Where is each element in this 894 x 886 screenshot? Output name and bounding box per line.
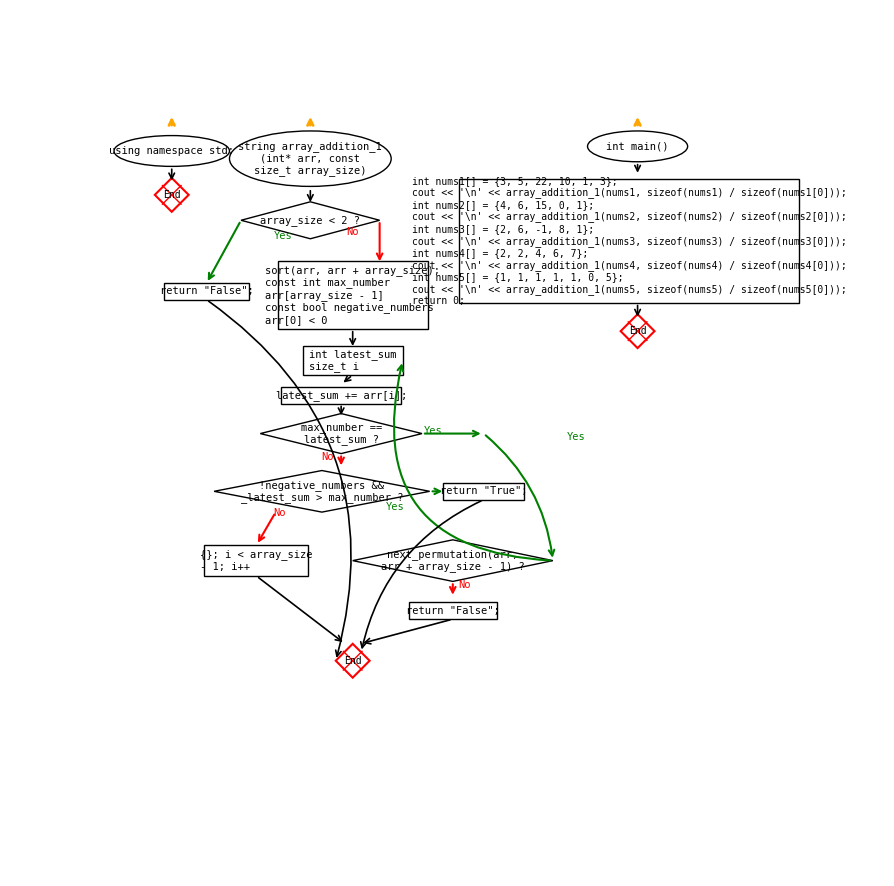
Text: max_number ==
latest_sum ?: max_number == latest_sum ?	[300, 422, 382, 446]
Text: Yes: Yes	[567, 432, 586, 442]
Text: {}; i < array_size
- 1; i++: {}; i < array_size - 1; i++	[200, 549, 313, 571]
Polygon shape	[620, 315, 654, 348]
FancyBboxPatch shape	[278, 261, 427, 329]
Text: return "True";: return "True";	[440, 486, 527, 496]
Text: Yes: Yes	[424, 426, 443, 436]
Text: !negative_numbers &&
_latest_sum > max_number ?: !negative_numbers && _latest_sum > max_n…	[240, 479, 403, 503]
Text: Yes: Yes	[385, 501, 404, 512]
FancyBboxPatch shape	[459, 180, 799, 303]
Text: End: End	[163, 190, 181, 200]
Text: No: No	[347, 227, 358, 237]
Text: End: End	[344, 656, 361, 665]
FancyBboxPatch shape	[282, 386, 401, 403]
FancyBboxPatch shape	[205, 545, 308, 576]
Polygon shape	[353, 540, 552, 581]
Polygon shape	[214, 470, 430, 512]
Text: int nums1[] = {3, 5, 22, 10, 1, 3};
cout << '\n' << array_addition_1(nums1, size: int nums1[] = {3, 5, 22, 10, 1, 3}; cout…	[412, 175, 847, 307]
Polygon shape	[155, 178, 189, 212]
FancyBboxPatch shape	[303, 346, 402, 375]
Text: sort(arr, arr + array_size);
const int max_number
arr[array_size - 1]
const bool: sort(arr, arr + array_size); const int m…	[266, 265, 440, 325]
FancyBboxPatch shape	[443, 483, 524, 500]
FancyBboxPatch shape	[164, 283, 249, 299]
Text: string array_addition_1
(int* arr, const
size_t array_size): string array_addition_1 (int* arr, const…	[239, 141, 383, 176]
Text: next_permutation(arr,
arr + array_size - 1) ?: next_permutation(arr, arr + array_size -…	[381, 549, 525, 572]
Text: No: No	[274, 508, 286, 518]
Ellipse shape	[587, 131, 687, 162]
Text: int main(): int main()	[606, 142, 669, 152]
Text: return "False";: return "False";	[159, 286, 253, 296]
Text: int latest_sum
size_t i: int latest_sum size_t i	[309, 349, 396, 372]
Text: using namespace std;: using namespace std;	[109, 146, 234, 156]
Polygon shape	[260, 414, 422, 454]
Text: array_size < 2 ?: array_size < 2 ?	[260, 214, 360, 226]
Text: End: End	[628, 326, 646, 336]
Text: return "False";: return "False";	[406, 606, 500, 616]
Text: No: No	[321, 452, 333, 462]
Text: latest_sum += arr[i];: latest_sum += arr[i];	[275, 390, 407, 400]
Ellipse shape	[114, 136, 230, 167]
FancyBboxPatch shape	[409, 602, 497, 619]
Polygon shape	[241, 202, 380, 238]
Text: No: No	[458, 580, 470, 590]
Text: Yes: Yes	[274, 230, 292, 241]
Ellipse shape	[230, 131, 392, 186]
Polygon shape	[336, 644, 369, 678]
